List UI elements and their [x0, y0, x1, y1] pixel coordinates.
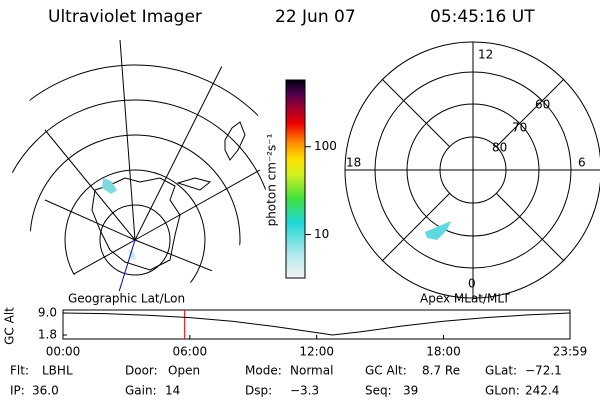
mag-grid [344, 41, 600, 299]
mlt-label: 0 [468, 277, 476, 291]
mlat-label: 70 [512, 121, 527, 135]
x-tick-label: 18:00 [426, 345, 461, 359]
colorbar-label: photon cm⁻²s⁻¹ [265, 133, 279, 226]
geo-map [12, 39, 268, 293]
mlat-label: 60 [535, 98, 550, 112]
time: 05:45:16 UT [430, 7, 535, 27]
status-value: LBHL [42, 364, 73, 378]
mlt-label: 12 [478, 48, 493, 62]
colorbar-tick-label: 100 [314, 139, 337, 153]
right-map-label: Apex MLat/MLT [420, 292, 510, 306]
x-tick-label: 12:00 [299, 345, 334, 359]
mlt-label: 18 [346, 156, 361, 170]
left-map-label: Geographic Lat/Lon [68, 292, 185, 306]
x-tick-label: 06:00 [173, 345, 208, 359]
status-value: −3.3 [290, 384, 319, 398]
status-key: GC Alt: [365, 364, 407, 378]
status-key: Mode: [245, 364, 282, 378]
colorbar-tick-label: 10 [314, 227, 329, 241]
status-value: 242.4 [525, 384, 559, 398]
instrument: Ultraviolet Imager [48, 7, 202, 27]
status-key: Seq: [365, 384, 392, 398]
status-value: 8.7 Re [422, 364, 460, 378]
x-tick-label: 23:59 [553, 345, 588, 359]
status-value: −72.1 [525, 364, 562, 378]
status-key: IP: [10, 384, 25, 398]
status-key: Gain: [125, 384, 157, 398]
y-tick-label: 9.0 [38, 306, 57, 320]
x-tick-label: 00:00 [46, 345, 81, 359]
y-tick-label: 1.8 [38, 328, 57, 342]
status-key: Door: [125, 364, 158, 378]
status-value: 36.0 [32, 384, 59, 398]
status-value: Normal [290, 364, 333, 378]
status-value: 39 [403, 384, 418, 398]
status-key: GLon: [485, 384, 520, 398]
y-label: GC Alt [3, 307, 17, 345]
status-key: Flt: [10, 364, 29, 378]
date: 22 Jun 07 [275, 7, 356, 27]
timeline-frame [62, 309, 571, 340]
status-value: Open [168, 364, 200, 378]
status-value: 14 [165, 384, 180, 398]
status-key: Dsp: [245, 384, 272, 398]
colorbar [285, 79, 306, 279]
mlt-label: 6 [578, 156, 586, 170]
altitude-line [62, 312, 571, 336]
aurora [425, 221, 451, 240]
status-key: GLat: [485, 364, 517, 378]
mlat-label: 80 [492, 141, 507, 155]
